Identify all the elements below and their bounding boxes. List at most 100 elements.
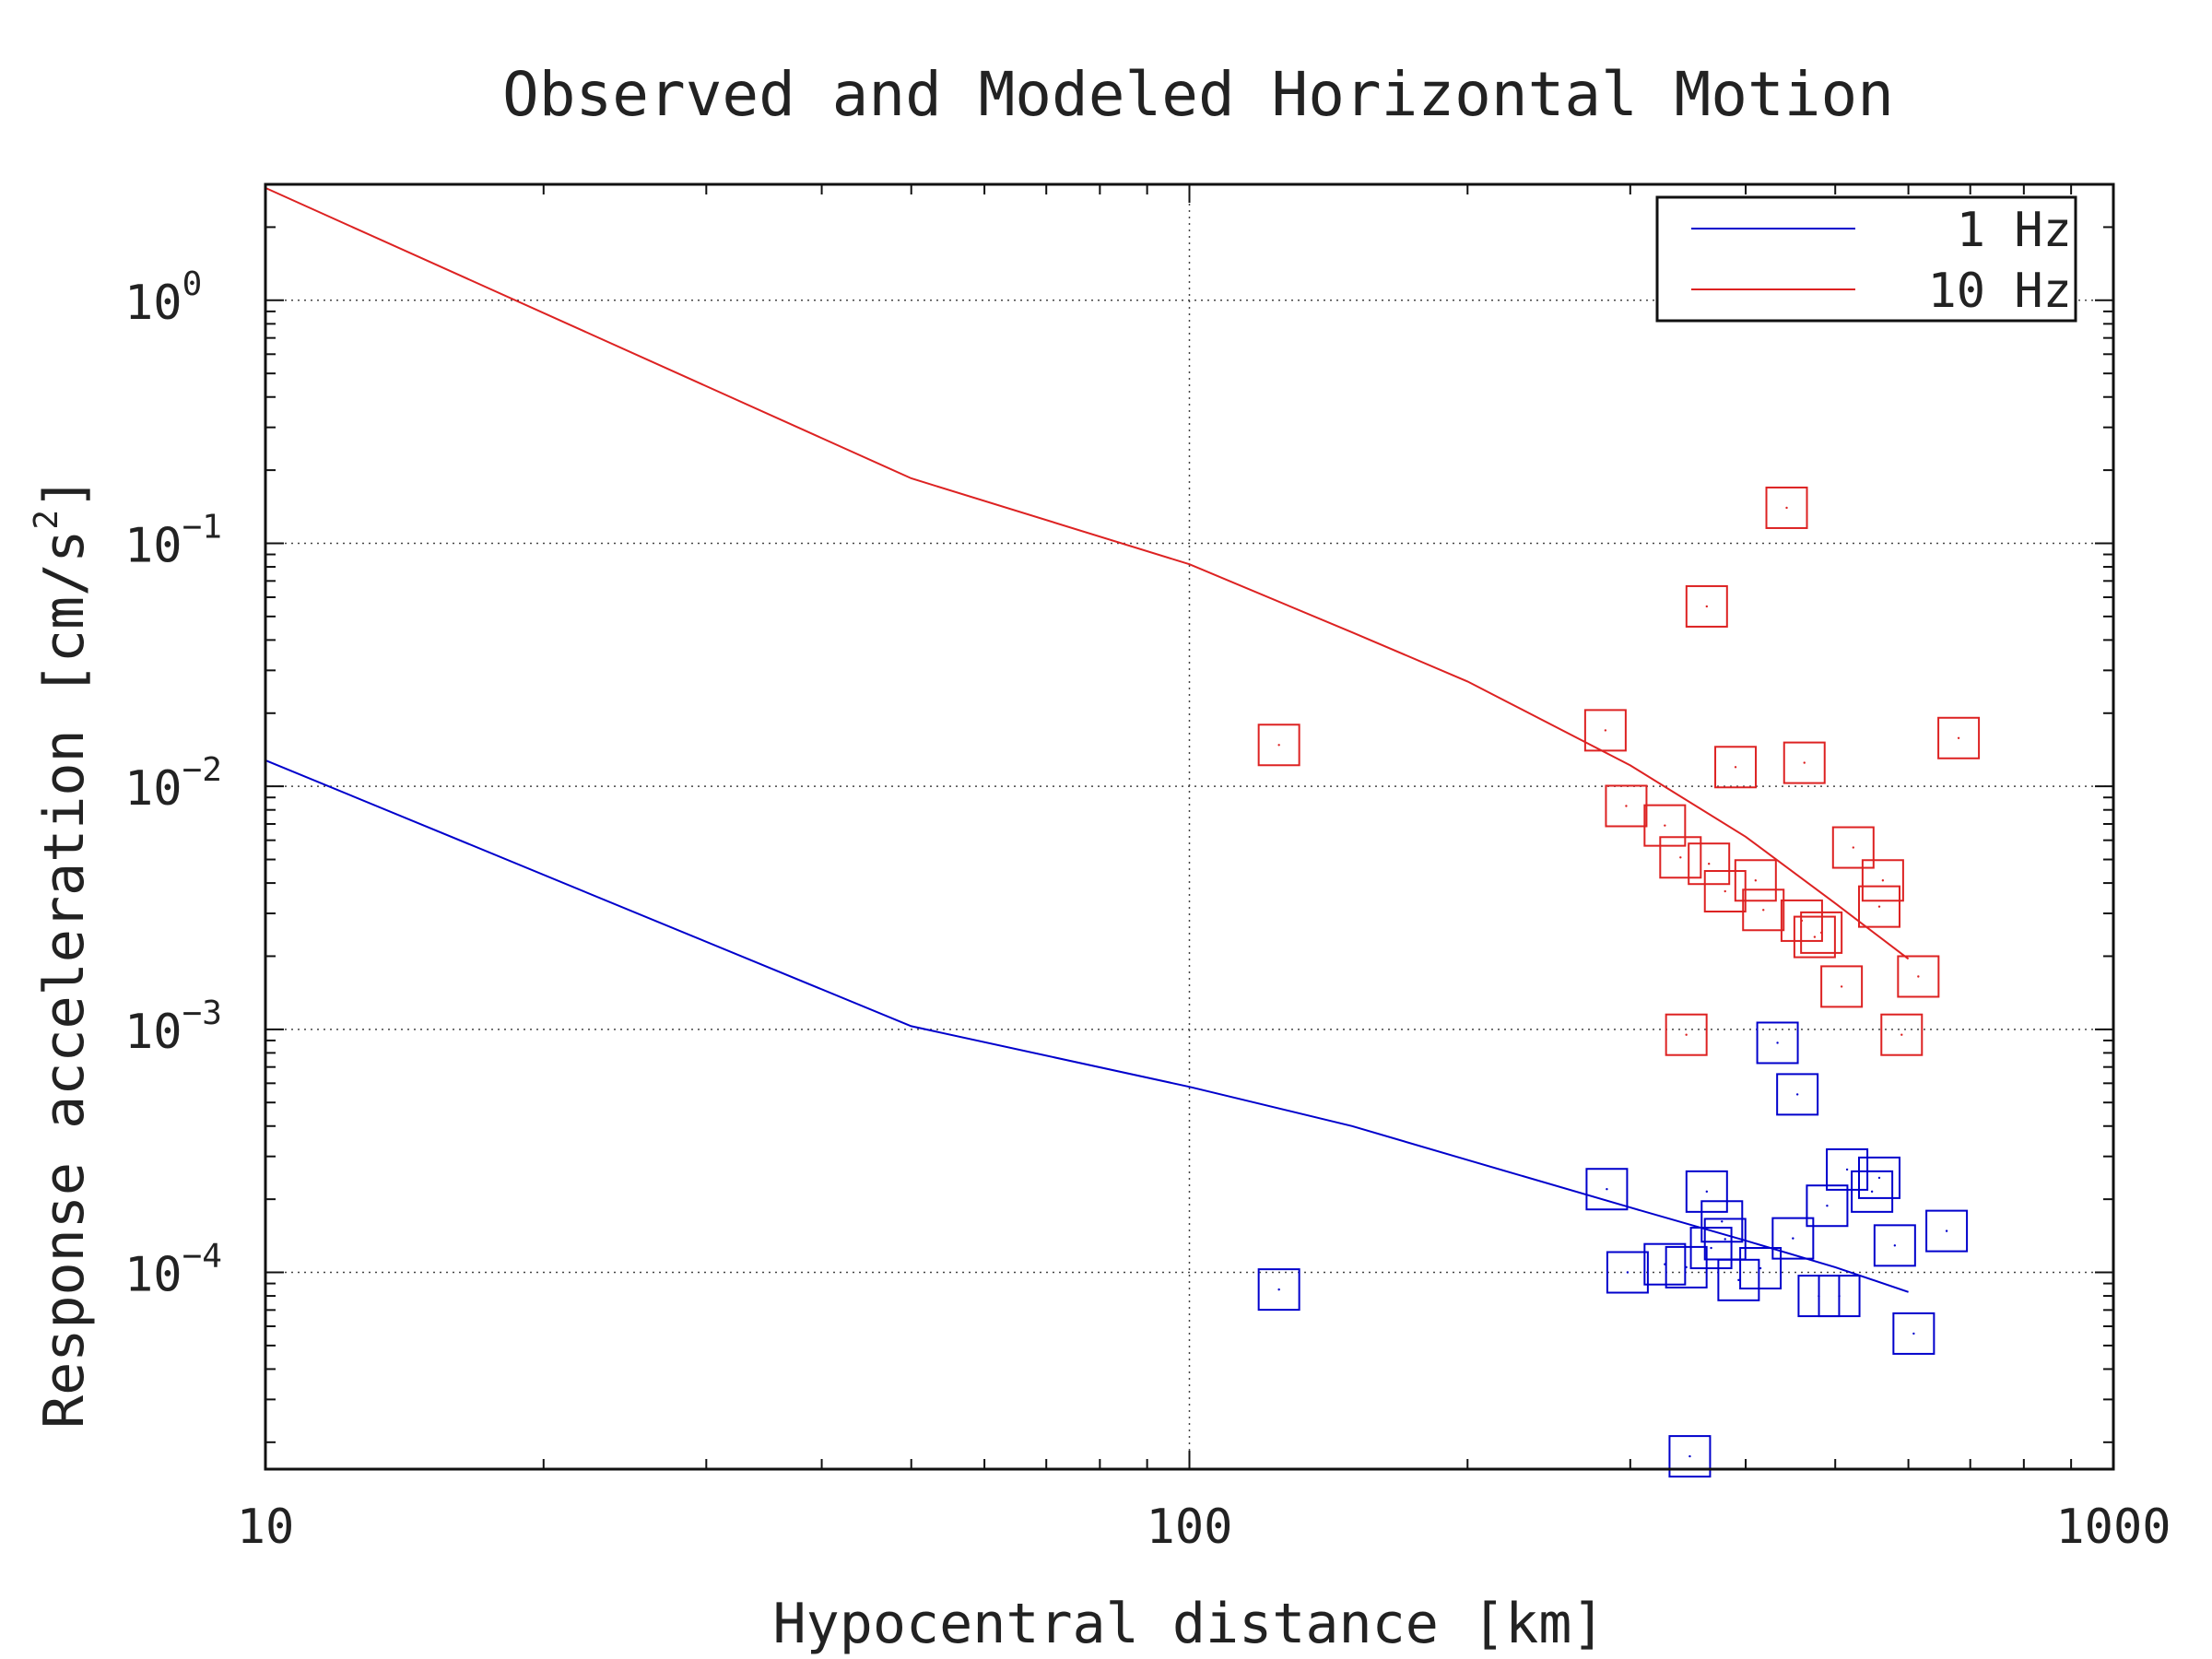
- model-line-10hz: [265, 186, 1910, 960]
- observed-point-1hz: [1877, 1176, 1881, 1180]
- observed-point-1hz: [1792, 1237, 1794, 1240]
- y-tick-label-exp: −1: [182, 508, 222, 546]
- observed-point-1hz: [1626, 1271, 1630, 1274]
- observed-point-10hz: [1900, 1033, 1903, 1036]
- observed-marker-1hz: [1771, 1217, 1815, 1260]
- observed-marker-1hz: [1826, 1147, 1869, 1191]
- observed-marker-1hz: [1685, 1170, 1728, 1213]
- plot-area: [265, 186, 1981, 1478]
- observed-marker-1hz: [1851, 1170, 1894, 1213]
- observed-point-1hz: [1945, 1230, 1948, 1232]
- observed-point-10hz: [1852, 846, 1854, 849]
- observed-marker-1hz: [1717, 1258, 1760, 1301]
- observed-marker-10hz: [1688, 842, 1731, 886]
- y-axis-label: Response acceleration [cm/s2]: [28, 477, 97, 1429]
- observed-marker-1hz: [1756, 1021, 1799, 1065]
- observed-point-10hz: [1840, 985, 1843, 988]
- observed-point-10hz: [1685, 1033, 1688, 1036]
- observed-point-10hz: [1813, 935, 1817, 938]
- observed-point-10hz: [1734, 766, 1737, 769]
- observed-marker-10hz: [1831, 826, 1875, 869]
- observed-marker-1hz: [1585, 1168, 1629, 1211]
- legend-label-1hz: 1 Hz: [1957, 203, 2072, 258]
- observed-point-1hz: [1893, 1244, 1897, 1247]
- observed-point-1hz: [1685, 1265, 1688, 1269]
- y-tick-label-base: 10: [124, 276, 182, 331]
- observed-point-1hz: [1277, 1288, 1280, 1291]
- observed-point-10hz: [1679, 856, 1682, 859]
- y-tick-label: 10−4: [124, 1238, 222, 1303]
- observed-point-1hz: [1776, 1041, 1779, 1044]
- y-tick-label-exp: −4: [182, 1238, 222, 1276]
- observed-marker-10hz: [1703, 870, 1747, 913]
- observed-point-10hz: [1877, 905, 1881, 908]
- y-tick-label-exp: −2: [182, 751, 222, 789]
- observed-point-1hz: [1826, 1205, 1829, 1207]
- observed-point-10hz: [1785, 506, 1788, 510]
- observed-marker-10hz: [1793, 915, 1836, 959]
- observed-marker-10hz: [1765, 486, 1808, 529]
- observed-point-1hz: [1737, 1278, 1740, 1282]
- observed-marker-1hz: [1257, 1268, 1300, 1312]
- observed-marker-10hz: [1714, 746, 1758, 789]
- observed-point-1hz: [1845, 1168, 1849, 1171]
- observed-marker-10hz: [1665, 1013, 1708, 1056]
- observed-marker-1hz: [1606, 1251, 1649, 1294]
- observed-point-1hz: [1688, 1454, 1691, 1458]
- observed-marker-10hz: [1583, 709, 1627, 752]
- observed-point-1hz: [1795, 1093, 1799, 1096]
- observed-marker-10hz: [1257, 724, 1300, 767]
- observed-point-1hz: [1710, 1246, 1712, 1250]
- observed-point-10hz: [1917, 975, 1920, 978]
- chart-title: Observed and Modeled Horizontal Motion: [502, 59, 1894, 130]
- y-tick-label-exp: −3: [182, 994, 222, 1032]
- observed-marker-10hz: [1659, 836, 1702, 879]
- observed-point-1hz: [1912, 1332, 1915, 1335]
- y-axis-label-sup: 2: [28, 510, 65, 530]
- observed-point-10hz: [1724, 889, 1726, 893]
- legend: 1 Hz 10 Hz: [1655, 195, 2077, 323]
- observed-point-10hz: [1881, 879, 1885, 882]
- observed-marker-1hz: [1818, 1275, 1861, 1318]
- observed-point-1hz: [1606, 1188, 1608, 1191]
- observed-point-1hz: [1724, 1238, 1726, 1241]
- observed-marker-10hz: [1880, 1013, 1924, 1056]
- model-line-1hz: [265, 759, 1909, 1293]
- observed-point-10hz: [1762, 909, 1765, 912]
- observed-marker-10hz: [1734, 859, 1777, 902]
- observed-point-10hz: [1707, 863, 1711, 865]
- y-axis-label-text: Response acceleration [cm/s: [32, 530, 97, 1429]
- y-tick-label-exp: 0: [182, 265, 203, 303]
- x-axis-label: Hypocentral distance [km]: [772, 1592, 1605, 1656]
- observed-marker-1hz: [1665, 1245, 1708, 1288]
- y-tick-label: 10−2: [124, 751, 222, 817]
- observed-point-10hz: [1705, 605, 1709, 608]
- y-tick-label-base: 10: [124, 1248, 182, 1303]
- observed-point-1hz: [1721, 1220, 1724, 1223]
- observed-point-10hz: [1664, 824, 1666, 827]
- observed-marker-1hz: [1643, 1242, 1687, 1286]
- observed-point-1hz: [1870, 1190, 1874, 1194]
- observed-marker-10hz: [1820, 965, 1864, 1008]
- observed-marker-10hz: [1800, 911, 1843, 954]
- y-tick-label-base: 10: [124, 518, 182, 573]
- observed-marker-10hz: [1858, 885, 1901, 928]
- observed-marker-10hz: [1937, 716, 1981, 759]
- x-tick-label: 100: [1147, 1500, 1233, 1555]
- y-tick-label: 10−1: [124, 508, 222, 573]
- observed-marker-1hz: [1700, 1200, 1744, 1243]
- observed-point-1hz: [1838, 1294, 1841, 1298]
- legend-box: [1655, 195, 2077, 323]
- x-tick-label: 1000: [2055, 1500, 2171, 1555]
- axis-ticks: [265, 183, 2113, 1469]
- observed-point-1hz: [1705, 1190, 1709, 1194]
- y-tick-label-base: 10: [124, 761, 182, 817]
- y-axis-label-close: ]: [32, 477, 97, 510]
- observed-point-10hz: [1819, 931, 1823, 935]
- observed-marker-10hz: [1685, 584, 1728, 628]
- observed-marker-1hz: [1739, 1247, 1783, 1290]
- observed-marker-1hz: [1668, 1435, 1712, 1478]
- grid: [265, 184, 2113, 1469]
